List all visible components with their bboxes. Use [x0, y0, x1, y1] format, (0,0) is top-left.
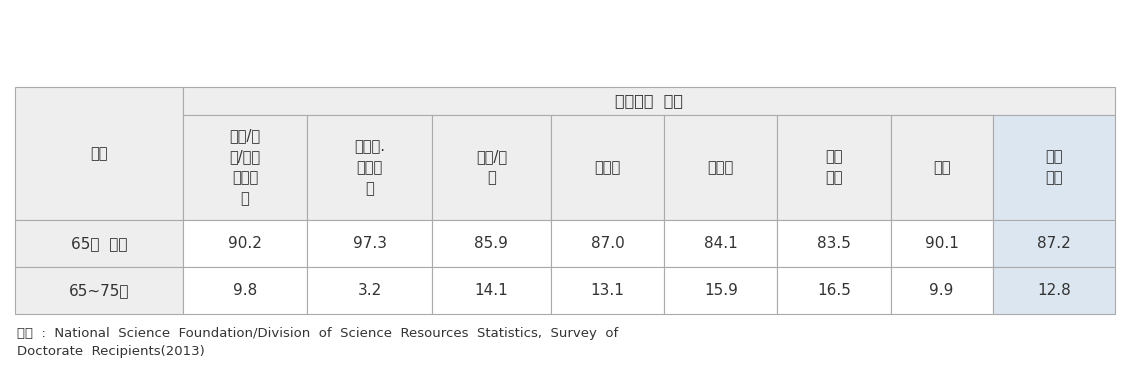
Text: 15.9: 15.9: [704, 283, 738, 298]
Bar: [15, 87, 182, 220]
Bar: [891, 115, 993, 220]
Bar: [307, 115, 432, 220]
Text: 9.8: 9.8: [233, 283, 257, 298]
Bar: [993, 220, 1115, 267]
Text: 컴퓨터.
정보과
학: 컴퓨터. 정보과 학: [354, 139, 385, 196]
Text: 생물/농
학/환경
생명과
학: 생물/농 학/환경 생명과 학: [230, 128, 260, 207]
Bar: [778, 115, 891, 220]
Text: 과학기술  분야: 과학기술 분야: [615, 93, 683, 108]
Text: 14.1: 14.1: [474, 283, 508, 298]
Text: 12.8: 12.8: [1037, 283, 1071, 298]
Text: 사회
과학: 사회 과학: [825, 150, 843, 185]
Bar: [182, 115, 307, 220]
Text: 자료  :  National  Science  Foundation/Division  of  Science  Resources  Statistic: 자료 : National Science Foundation/Divisio…: [17, 327, 618, 341]
Bar: [778, 267, 891, 314]
Text: 3.2: 3.2: [358, 283, 381, 298]
Bar: [182, 220, 307, 267]
Text: 97.3: 97.3: [352, 236, 387, 251]
Bar: [432, 115, 551, 220]
Text: 물리학: 물리학: [594, 160, 620, 175]
Text: 83.5: 83.5: [817, 236, 851, 251]
Text: 연령: 연령: [91, 146, 108, 161]
Text: 84.1: 84.1: [704, 236, 738, 251]
Bar: [551, 115, 664, 220]
Bar: [993, 267, 1115, 314]
Text: 65~75세: 65~75세: [69, 283, 129, 298]
Bar: [307, 220, 432, 267]
Bar: [15, 220, 182, 267]
Text: 90.2: 90.2: [228, 236, 261, 251]
Text: 13.1: 13.1: [591, 283, 625, 298]
Text: 기술: 기술: [933, 160, 951, 175]
Text: 전체
평균: 전체 평균: [1045, 150, 1063, 185]
Bar: [664, 220, 778, 267]
Text: 수학/통
계: 수학/통 계: [475, 150, 507, 185]
Text: 16.5: 16.5: [817, 283, 851, 298]
Text: 87.2: 87.2: [1037, 236, 1071, 251]
Bar: [778, 220, 891, 267]
Bar: [551, 220, 664, 267]
Text: 9.9: 9.9: [929, 283, 954, 298]
Bar: [993, 115, 1115, 220]
Bar: [891, 220, 993, 267]
Bar: [664, 115, 778, 220]
Bar: [182, 267, 307, 314]
Bar: [15, 267, 182, 314]
Bar: [307, 267, 432, 314]
Text: 87.0: 87.0: [591, 236, 625, 251]
Text: 85.9: 85.9: [474, 236, 508, 251]
Bar: [891, 267, 993, 314]
Bar: [182, 87, 1115, 115]
Bar: [551, 267, 664, 314]
Bar: [432, 267, 551, 314]
Text: 90.1: 90.1: [925, 236, 959, 251]
Bar: [432, 220, 551, 267]
Bar: [664, 267, 778, 314]
Text: Doctorate  Recipients(2013): Doctorate Recipients(2013): [17, 346, 205, 358]
Text: 65세  이하: 65세 이하: [70, 236, 127, 251]
Text: 심리학: 심리학: [708, 160, 734, 175]
